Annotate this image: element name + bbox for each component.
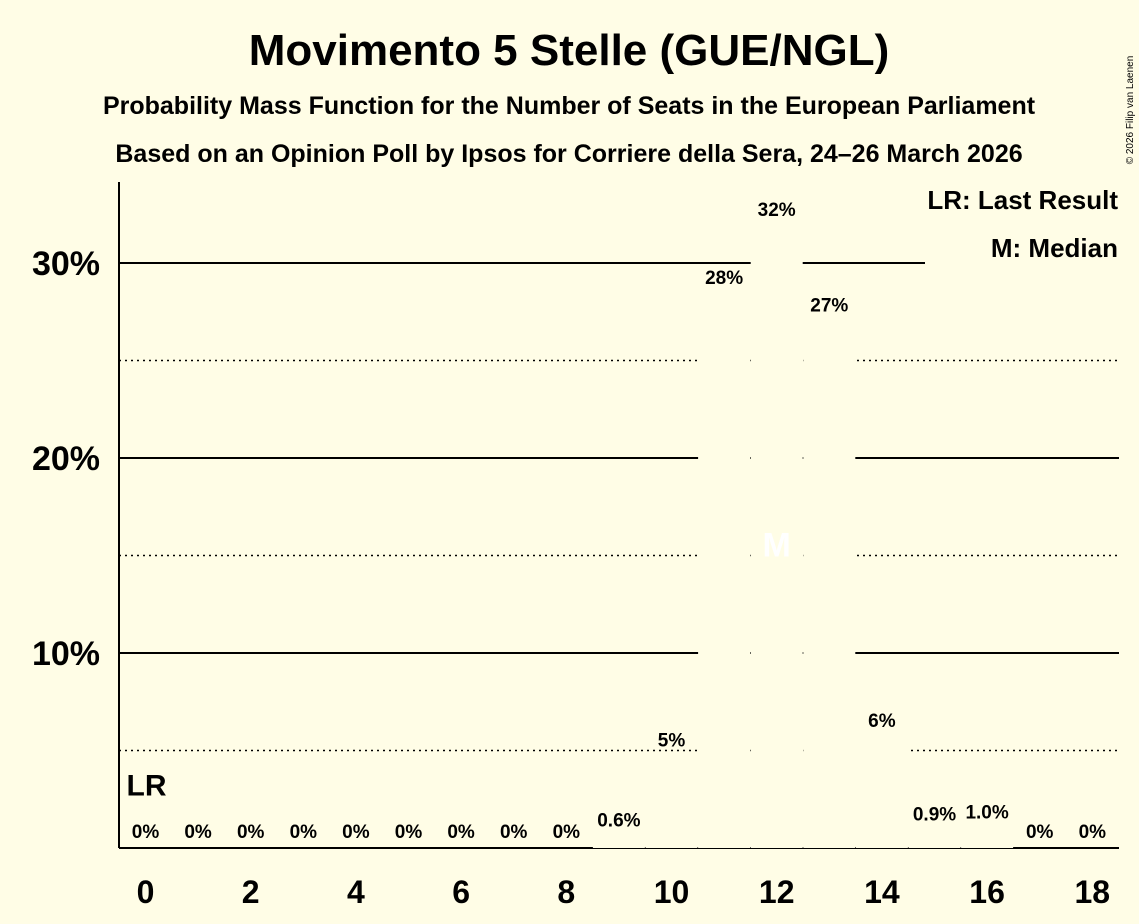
data-label: 0% bbox=[342, 822, 370, 843]
data-label: 0% bbox=[395, 822, 423, 843]
x-tick-label: 14 bbox=[864, 874, 900, 910]
y-tick-label: 10% bbox=[32, 635, 100, 673]
data-label: 0% bbox=[237, 822, 265, 843]
axes: 0 2 4 6 8 10 12 14 16 18 bbox=[118, 182, 1119, 910]
bar-gap bbox=[961, 827, 1014, 848]
data-label: 0% bbox=[184, 822, 212, 843]
bar-gap bbox=[750, 224, 803, 848]
data-label: 0% bbox=[1026, 822, 1054, 843]
last-result-marker: LR bbox=[127, 770, 167, 803]
chart-title: Movimento 5 Stelle (GUE/NGL) bbox=[249, 26, 890, 75]
x-tick-label: 12 bbox=[759, 874, 795, 910]
data-label: 0% bbox=[290, 822, 318, 843]
x-tick-label: 2 bbox=[242, 874, 260, 910]
data-label: 0% bbox=[1079, 822, 1107, 843]
bar-gap bbox=[698, 292, 751, 848]
x-tick-label: 18 bbox=[1075, 874, 1111, 910]
data-label: 1.0% bbox=[965, 803, 1008, 824]
chart-subtitle: Probability Mass Function for the Number… bbox=[103, 92, 1036, 120]
data-label: 0% bbox=[132, 822, 160, 843]
median-marker: M bbox=[763, 527, 791, 565]
x-tick-label: 8 bbox=[557, 874, 575, 910]
bar-gap bbox=[645, 754, 698, 848]
x-tick-label: 6 bbox=[452, 874, 470, 910]
data-label: 6% bbox=[868, 711, 896, 732]
data-label: 5% bbox=[658, 730, 686, 751]
bar-gap bbox=[592, 834, 645, 848]
bars bbox=[594, 225, 1012, 848]
gridlines: 10% 20% 30% bbox=[32, 245, 1119, 752]
data-label: 32% bbox=[758, 200, 796, 221]
copyright-notice: © 2026 Filip van Laenen bbox=[1125, 56, 1136, 165]
data-label: 0% bbox=[500, 822, 528, 843]
data-label: 27% bbox=[810, 296, 848, 317]
data-label: 0% bbox=[553, 822, 581, 843]
chart-subtitle-source: Based on an Opinion Poll by Ipsos for Co… bbox=[115, 140, 1022, 168]
x-tick-label: 0 bbox=[137, 874, 155, 910]
legend-background bbox=[925, 178, 1125, 270]
x-tick-label: 16 bbox=[969, 874, 1005, 910]
y-tick-label: 30% bbox=[32, 245, 100, 283]
x-tick-label: 10 bbox=[654, 874, 690, 910]
x-tick-label: 4 bbox=[347, 874, 365, 910]
bar-gap bbox=[803, 320, 856, 848]
bar-gap bbox=[908, 828, 961, 848]
data-label: 0.9% bbox=[913, 804, 956, 825]
legend-median: M: Median bbox=[991, 233, 1118, 263]
data-label: 0.6% bbox=[597, 810, 640, 831]
legend-last-result: LR: Last Result bbox=[927, 185, 1118, 215]
bar-gap bbox=[855, 735, 908, 848]
data-label: 0% bbox=[447, 822, 475, 843]
y-tick-label: 20% bbox=[32, 440, 100, 478]
data-labels: 0% 0% 0% 0% 0% 0% 0% 0% 0% 0.6% 5% 28% 32% 27% 6% 0.9% 1… bbox=[127, 200, 1107, 848]
data-label: 28% bbox=[705, 268, 743, 289]
